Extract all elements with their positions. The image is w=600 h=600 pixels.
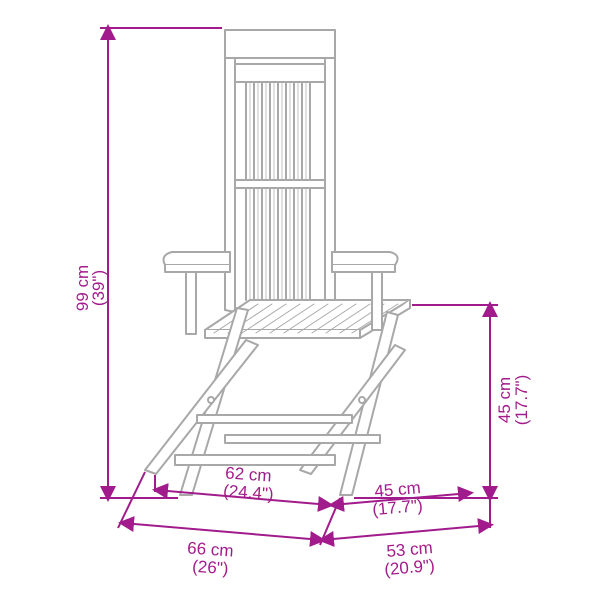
- dim-depth-in: (26"): [192, 557, 230, 578]
- chair-illustration: [145, 30, 410, 495]
- dim-seat-depth-in: (24.4"): [223, 481, 275, 503]
- dim-total-height-in: (39"): [89, 270, 108, 306]
- dim-width-in: (20.9"): [384, 556, 436, 579]
- dimension-diagram: 99 cm (39") 45 cm (17.7") 66 cm (26") 62…: [0, 0, 600, 600]
- dim-seat-width-in: (17.7"): [372, 496, 424, 519]
- dim-seat-height-in: (17.7"): [512, 375, 531, 425]
